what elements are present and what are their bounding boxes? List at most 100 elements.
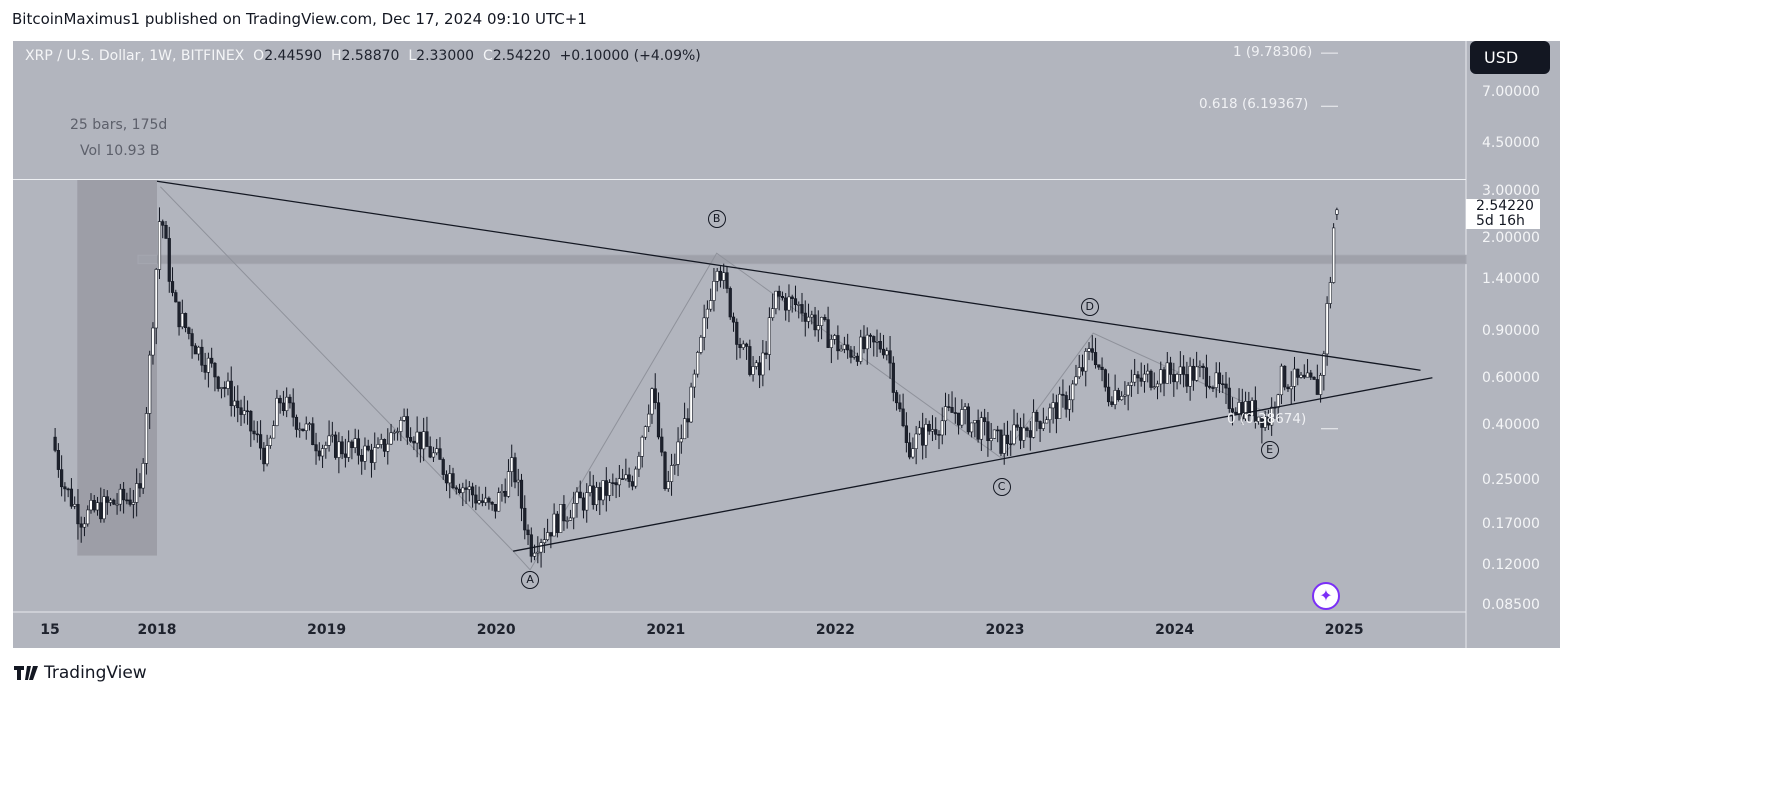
candle-body bbox=[601, 480, 605, 501]
candle-body bbox=[539, 542, 543, 553]
time-tick: 2018 bbox=[137, 622, 177, 638]
price-tick: 4.50000 bbox=[1482, 135, 1540, 152]
candle-body bbox=[979, 417, 983, 440]
candle-body bbox=[1234, 411, 1238, 414]
candle-body bbox=[911, 448, 915, 458]
candle-body bbox=[666, 481, 670, 489]
candle-body bbox=[197, 346, 201, 355]
candle-body bbox=[135, 483, 139, 503]
wave-label-d: D bbox=[1080, 298, 1099, 317]
candle-body bbox=[1214, 372, 1218, 388]
candle-body bbox=[223, 387, 227, 389]
candle-body bbox=[1041, 422, 1045, 429]
candle-body bbox=[594, 487, 599, 506]
candle-body bbox=[966, 406, 970, 433]
candle-body bbox=[934, 429, 938, 435]
candle-body bbox=[803, 312, 807, 322]
candle-body bbox=[1322, 353, 1326, 376]
candle-body bbox=[500, 490, 504, 493]
candle-body bbox=[141, 463, 145, 489]
candle-body bbox=[92, 500, 96, 511]
candle-body bbox=[996, 429, 1000, 432]
candle-body bbox=[1087, 348, 1091, 352]
candle-body bbox=[356, 438, 361, 456]
symbol-name[interactable]: XRP / U.S. Dollar, 1W, BITFINEX bbox=[25, 48, 245, 64]
candle-body bbox=[806, 316, 811, 322]
candle-body bbox=[1178, 366, 1182, 375]
candle-body bbox=[1110, 401, 1114, 405]
candle-body bbox=[395, 431, 400, 433]
candle-body bbox=[441, 459, 445, 475]
sparkle-icon[interactable]: ✦ bbox=[1312, 582, 1340, 610]
candle-body bbox=[1299, 374, 1303, 378]
lower-trendline bbox=[513, 377, 1433, 552]
candle-body bbox=[904, 425, 908, 443]
candle-body bbox=[852, 355, 856, 358]
candle-body bbox=[992, 429, 997, 439]
candle-body bbox=[304, 423, 308, 432]
candle-body bbox=[1103, 369, 1107, 388]
candle-body bbox=[89, 500, 93, 511]
candle-body bbox=[1025, 427, 1029, 431]
candle-body bbox=[780, 296, 785, 299]
candle-body bbox=[607, 482, 612, 496]
candle-body bbox=[294, 416, 299, 430]
low-value: 2.33000 bbox=[416, 48, 475, 64]
candle-body bbox=[519, 479, 524, 509]
candle-body bbox=[1191, 365, 1195, 381]
time-tick: 2020 bbox=[476, 622, 516, 638]
candle-body bbox=[656, 402, 661, 438]
resistance-band bbox=[137, 254, 1467, 265]
candle-body bbox=[604, 480, 608, 496]
chart-pane[interactable] bbox=[13, 41, 1560, 648]
fib-level-1: 1 (9.78306) bbox=[1233, 44, 1313, 60]
candle-body bbox=[696, 352, 700, 375]
candle-body bbox=[1015, 424, 1019, 428]
candle-body bbox=[1129, 381, 1134, 386]
candle-body bbox=[95, 502, 100, 511]
candle-body bbox=[709, 300, 713, 310]
candle-body bbox=[363, 445, 367, 462]
candle-body bbox=[226, 380, 230, 389]
candle-body bbox=[1188, 365, 1192, 387]
candle-body bbox=[180, 313, 184, 328]
candle-body bbox=[1182, 366, 1186, 375]
candle-body bbox=[748, 346, 752, 375]
candle-body bbox=[1289, 386, 1293, 390]
candle-body bbox=[275, 397, 279, 426]
candle-body bbox=[731, 316, 736, 323]
candle-body bbox=[1266, 416, 1271, 426]
candle-body bbox=[921, 427, 925, 446]
candle-body bbox=[839, 348, 843, 352]
candle-body bbox=[128, 499, 132, 505]
candle-body bbox=[865, 334, 869, 350]
candle-body bbox=[151, 327, 155, 356]
candle-body bbox=[526, 529, 530, 536]
symbol-legend: XRP / U.S. Dollar, 1W, BITFINEX O2.44590… bbox=[25, 48, 701, 64]
candle-body bbox=[1247, 401, 1251, 417]
currency-button[interactable]: USD bbox=[1470, 41, 1550, 74]
candle-body bbox=[1054, 402, 1059, 419]
candle-body bbox=[1315, 379, 1319, 395]
candle-body bbox=[125, 499, 129, 502]
candle-body bbox=[1038, 421, 1042, 429]
candle-body bbox=[108, 499, 113, 503]
candle-body bbox=[718, 270, 723, 281]
tradingview-logo[interactable]: TradingView bbox=[14, 663, 147, 683]
time-tick: 2023 bbox=[985, 622, 1025, 638]
candle-body bbox=[206, 357, 211, 373]
candle-body bbox=[1335, 209, 1339, 215]
candle-body bbox=[516, 479, 520, 483]
candle-body bbox=[960, 409, 964, 426]
candle-body bbox=[373, 447, 377, 463]
candle-body bbox=[1227, 387, 1231, 409]
candle-body bbox=[1279, 365, 1284, 396]
candle-body bbox=[1318, 375, 1323, 395]
candle-body bbox=[353, 438, 357, 449]
candle-body bbox=[474, 494, 478, 504]
candle-body bbox=[258, 434, 263, 449]
candle-body bbox=[157, 221, 162, 270]
candle-body bbox=[699, 336, 703, 353]
candle-body bbox=[728, 288, 732, 318]
